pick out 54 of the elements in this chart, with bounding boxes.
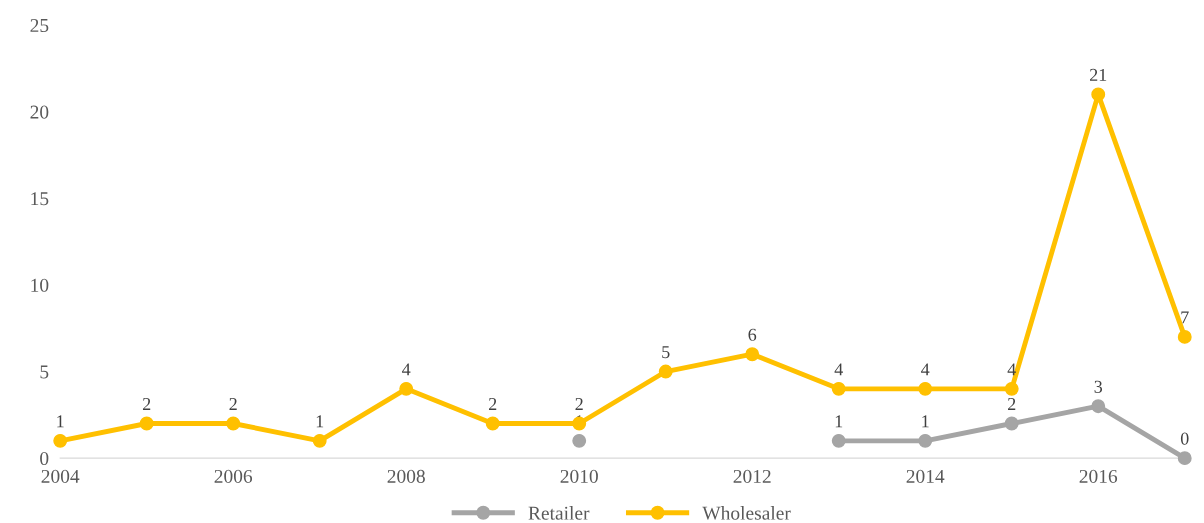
point — [1177, 329, 1192, 344]
y-tick-label: 5 — [40, 365, 49, 379]
data-label: 2 — [488, 397, 497, 410]
data-label: 4 — [921, 363, 930, 376]
y-tick-label: 10 — [31, 278, 49, 292]
point — [1091, 399, 1106, 414]
data-label: 1 — [835, 415, 843, 428]
point — [745, 347, 760, 362]
x-tick-label: 2016 — [1079, 469, 1118, 483]
x-tick-label: 2014 — [906, 469, 945, 483]
point — [658, 364, 673, 379]
point — [918, 381, 933, 396]
data-label: 7 — [1181, 311, 1189, 324]
point — [572, 416, 587, 431]
data-label: 2 — [229, 397, 237, 410]
data-label: 2 — [142, 397, 151, 410]
point — [1177, 451, 1192, 466]
point — [831, 433, 846, 448]
x-tick-label: 2008 — [387, 469, 425, 483]
point — [312, 433, 327, 448]
x-tick-label: 2010 — [560, 469, 598, 483]
point — [53, 433, 68, 448]
x-tick-label: 2012 — [733, 469, 771, 483]
point — [1004, 381, 1019, 396]
data-label: 21 — [1090, 68, 1107, 81]
point — [1091, 87, 1106, 102]
data-label: 4 — [402, 363, 411, 376]
point — [1004, 416, 1019, 431]
data-label: 2 — [575, 397, 583, 410]
data-label: 1 — [922, 415, 929, 428]
data-label: 4 — [1007, 363, 1016, 376]
data-label: 4 — [834, 363, 843, 376]
point — [139, 416, 154, 431]
data-label: 0 — [1180, 432, 1189, 445]
y-tick-label: 15 — [31, 192, 49, 206]
x-tick-label: 2006 — [214, 469, 253, 483]
point — [485, 416, 500, 431]
legend-label: Retailer — [528, 506, 590, 520]
point — [572, 433, 587, 448]
data-label: 6 — [748, 328, 757, 341]
point — [226, 416, 241, 431]
point — [831, 381, 846, 396]
point — [399, 381, 414, 396]
data-label: 5 — [662, 346, 670, 359]
y-tick-label: 25 — [30, 18, 49, 33]
legend-label: Wholesaler — [702, 506, 791, 520]
y-tick-label: 20 — [30, 105, 49, 119]
data-label: 3 — [1094, 380, 1103, 393]
point — [918, 433, 933, 448]
data-label: 2 — [1008, 397, 1016, 410]
y-tick-label: 0 — [40, 451, 49, 466]
data-label: 1 — [57, 415, 64, 428]
x-tick-label: 2004 — [41, 469, 80, 483]
data-label: 1 — [316, 415, 324, 428]
